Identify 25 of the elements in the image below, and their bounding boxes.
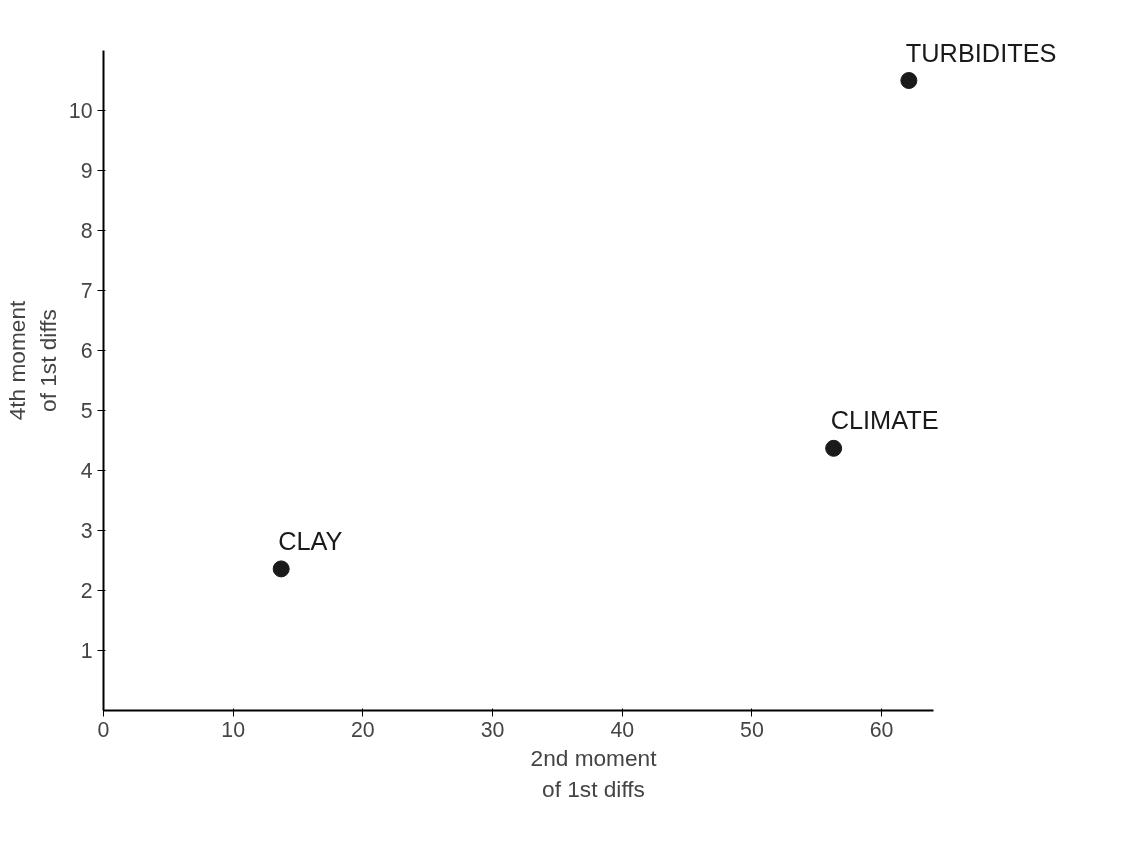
- annotation: TURBIDITES: [905, 38, 1057, 67]
- y-tick-label: 6: [80, 339, 93, 363]
- x-axis-title: 2nd moment of 1st diffs: [530, 744, 658, 802]
- y-tick-label: 10: [68, 99, 93, 123]
- x-tick-label: 0: [97, 717, 110, 742]
- y-tick-label: 5: [80, 399, 93, 423]
- y-tick-label: 2: [80, 579, 93, 603]
- y-tick-label: 8: [80, 219, 93, 243]
- point: [900, 72, 918, 89]
- y-tick-label: 1: [80, 639, 93, 663]
- point: [825, 439, 843, 457]
- x-tick-label: 30: [480, 717, 505, 742]
- y-tick-label: 9: [80, 159, 93, 183]
- y-tick-label: 7: [80, 279, 93, 303]
- x-tick-label: 20: [351, 717, 375, 742]
- x-tick-label: 50: [740, 717, 764, 742]
- x-tick-label: 60: [869, 717, 894, 742]
- y-tick-label: 4: [80, 459, 93, 483]
- x-tick-label: 10: [221, 717, 246, 742]
- x-tick-label: 40: [610, 717, 635, 742]
- annotation: CLAY: [278, 526, 343, 555]
- point: [272, 560, 290, 578]
- y-axis-title: 4th moment of 1st diffs: [3, 299, 61, 421]
- annotation: CLIMATE: [830, 406, 939, 435]
- y-tick-label: 3: [80, 519, 93, 543]
